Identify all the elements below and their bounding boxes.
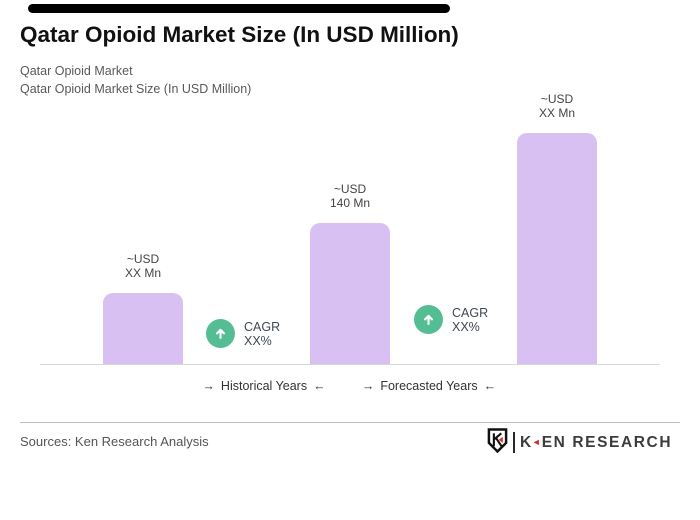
subtitle-line-2: Qatar Opioid Market Size (In USD Million…	[20, 82, 252, 96]
cagr-badge-1: CAGR XX%	[206, 319, 280, 348]
left-arrow-icon: ←	[483, 379, 497, 393]
right-arrow-icon: →	[361, 379, 375, 393]
sources-text: Sources: Ken Research Analysis	[20, 434, 209, 449]
bar-2	[310, 223, 390, 364]
page-title: Qatar Opioid Market Size (In USD Million…	[20, 22, 459, 47]
bar-1	[103, 293, 183, 364]
top-accent-bar	[28, 4, 450, 13]
bar-group-3: ~USD XX Mn	[497, 92, 617, 364]
period-marker-label: Forecasted Years	[380, 379, 478, 393]
bar-group-2: ~USD 140 Mn	[290, 182, 410, 364]
logo-red-arrow-icon: ◄	[531, 436, 541, 447]
logo-divider	[513, 432, 515, 453]
subtitle-line-1: Qatar Opioid Market	[20, 64, 133, 78]
right-arrow-icon: →	[202, 379, 215, 393]
cagr-badge-2: CAGR XX%	[414, 305, 488, 334]
logo-shield-k-icon	[487, 427, 508, 458]
footer-divider	[20, 422, 680, 423]
cagr-label-2: CAGR XX%	[452, 305, 489, 334]
period-marker-label: Historical Years	[220, 379, 308, 393]
bar-value-label-2: ~USD 140 Mn	[329, 182, 371, 210]
chart-area: ~USD XX Mn ~USD 140 Mn ~USD XX Mn	[40, 85, 660, 365]
left-arrow-icon: ←	[313, 379, 326, 393]
bar-3	[517, 133, 597, 364]
cagr-label-1: CAGR XX%	[244, 319, 281, 348]
period-marker-historical: → Historical Years ←	[184, 379, 344, 393]
subtitle: Qatar Opioid Market Qatar Opioid Market …	[20, 62, 251, 98]
bar-value-label-3: ~USD XX Mn	[538, 92, 575, 120]
growth-up-arrow-icon	[414, 305, 443, 334]
bar-value-label-1: ~USD XX Mn	[124, 252, 161, 280]
bar-group-1: ~USD XX Mn	[83, 252, 203, 364]
logo-text: K◄EN RESEARCH	[520, 433, 673, 451]
period-marker-forecasted: → Forecasted Years ←	[349, 379, 509, 393]
ken-research-logo: K◄EN RESEARCH	[487, 427, 673, 458]
growth-up-arrow-icon	[206, 319, 235, 348]
